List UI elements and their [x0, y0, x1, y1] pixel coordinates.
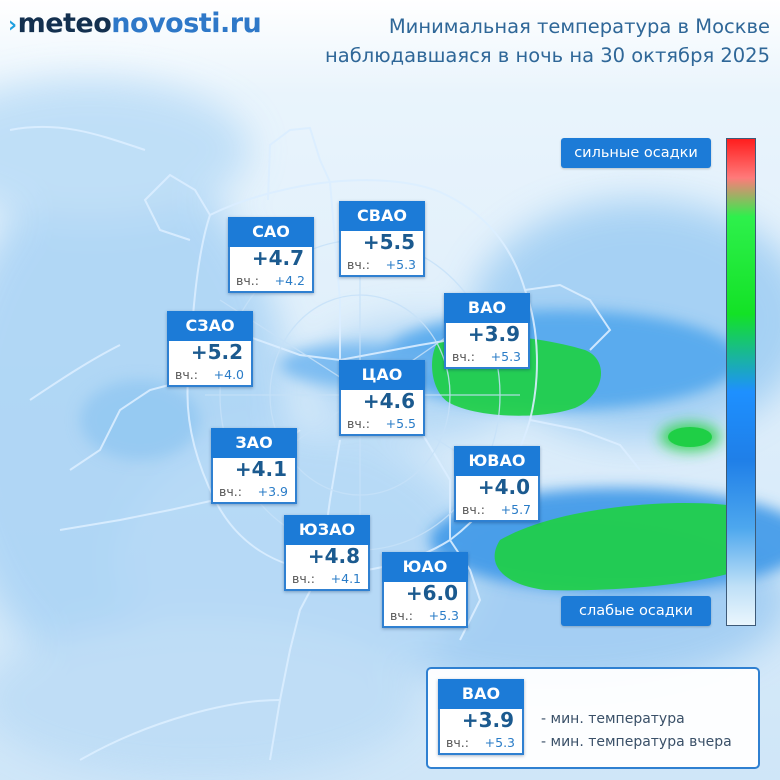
- yesterday-temp: +5.3: [490, 349, 521, 364]
- district-card-szao: СЗАО +5.2 вч.: +4.0: [167, 311, 253, 387]
- yesterday-label: вч.:: [462, 502, 485, 517]
- yesterday-temp: +3.9: [257, 484, 288, 499]
- district-name: ЮАО: [382, 552, 468, 582]
- district-card-cao: ЦАО +4.6 вч.: +5.5: [339, 360, 425, 436]
- district-card-yuzao: ЮЗАО +4.8 вч.: +4.1: [284, 515, 370, 591]
- yesterday-label: вч.:: [390, 608, 413, 623]
- yesterday-label: вч.:: [452, 349, 475, 364]
- district-name: ВАО: [444, 293, 530, 323]
- legend-sample-card: ВАО +3.9 вч.: +5.3: [438, 679, 524, 755]
- yesterday-label: вч.:: [236, 273, 259, 288]
- yesterday-label: вч.:: [219, 484, 242, 499]
- map-title-line1: Минимальная температура в Москве: [388, 15, 770, 38]
- district-name: СЗАО: [167, 311, 253, 341]
- yesterday-temp: +5.3: [428, 608, 459, 623]
- district-card-sao: САО +4.7 вч.: +4.2: [228, 217, 314, 293]
- district-card-yuao: ЮАО +6.0 вч.: +5.3: [382, 552, 468, 628]
- district-name: ЗАО: [211, 428, 297, 458]
- yesterday-temp: +4.2: [274, 273, 305, 288]
- brand-name-part1: meteo: [17, 8, 112, 39]
- district-temp: +4.8: [307, 544, 360, 568]
- precipitation-scale-bar: [726, 138, 756, 626]
- yesterday-label: вч.:: [347, 257, 370, 272]
- district-temp: +3.9: [467, 322, 520, 346]
- scale-label-heavy: сильные осадки: [561, 138, 711, 168]
- district-temp: +4.1: [234, 457, 287, 481]
- map-title: Минимальная температура в Москве наблюда…: [325, 12, 770, 70]
- district-temp: +5.2: [190, 340, 243, 364]
- district-name: САО: [228, 217, 314, 247]
- district-temp: +6.0: [405, 581, 458, 605]
- brand-logo[interactable]: ›meteonovosti.ru: [8, 8, 262, 39]
- yesterday-label: вч.:: [175, 367, 198, 382]
- legend-sample-yesterday: +5.3: [484, 735, 515, 750]
- yesterday-temp: +5.3: [385, 257, 416, 272]
- yesterday-temp: +5.5: [385, 416, 416, 431]
- brand-mark-icon: ›: [8, 13, 17, 38]
- scale-label-light: слабые осадки: [561, 596, 711, 626]
- yesterday-label: вч.:: [292, 571, 315, 586]
- yesterday-temp: +4.1: [330, 571, 361, 586]
- brand-name-part2: novosti.ru: [111, 8, 262, 39]
- district-temp: +5.5: [362, 230, 415, 254]
- map-title-line2: наблюдавшаяся в ночь на 30 октября 2025: [325, 44, 770, 67]
- district-name: ЦАО: [339, 360, 425, 390]
- district-card-vao: ВАО +3.9 вч.: +5.3: [444, 293, 530, 369]
- yesterday-temp: +5.7: [500, 502, 531, 517]
- district-name: СВАО: [339, 201, 425, 231]
- header: ›meteonovosti.ru Минимальная температура…: [0, 0, 780, 76]
- district-name: ЮЗАО: [284, 515, 370, 545]
- yesterday-label: вч.:: [347, 416, 370, 431]
- district-temp: +4.0: [477, 475, 530, 499]
- legend-line-min-temp-yesterday: - мин. температура вчера: [541, 734, 732, 750]
- district-temp: +4.6: [362, 389, 415, 413]
- district-name: ЮВАО: [454, 446, 540, 476]
- legend-sample-temp: +3.9: [461, 708, 514, 732]
- legend-sample-yesterday-label: вч.:: [446, 735, 469, 750]
- yesterday-temp: +4.0: [213, 367, 244, 382]
- legend-line-min-temp: - мин. температура: [541, 711, 685, 727]
- district-card-yuvao: ЮВАО +4.0 вч.: +5.7: [454, 446, 540, 522]
- district-temp: +4.7: [251, 246, 304, 270]
- district-card-zao: ЗАО +4.1 вч.: +3.9: [211, 428, 297, 504]
- legend-sample-name: ВАО: [438, 679, 524, 709]
- district-card-svao: СВАО +5.5 вч.: +5.3: [339, 201, 425, 277]
